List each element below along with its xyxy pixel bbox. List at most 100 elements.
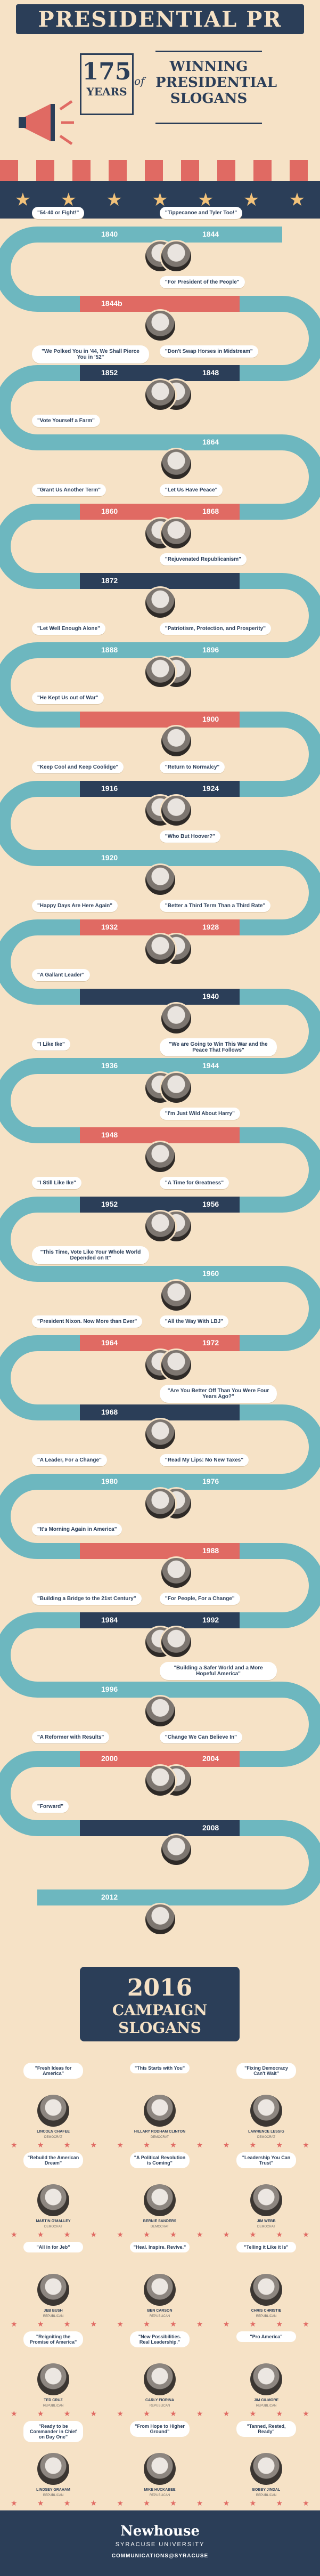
star-icon: ★ — [198, 190, 214, 210]
megaphone-icon — [19, 100, 74, 146]
slogan-quote: "For People, For a Change" — [160, 1593, 240, 1605]
president-portrait — [160, 1348, 193, 1382]
candidate-name: CARLY FIORINA — [145, 2399, 175, 2402]
candidate-slogan: "Telling it Like it Is" — [236, 2242, 296, 2252]
footer-web: COMMUNICATIONS@SYRACUSE — [111, 2553, 209, 2559]
candidate-portrait — [144, 2274, 176, 2306]
star-icon: ★ — [90, 2499, 97, 2507]
president-portrait — [144, 1210, 177, 1243]
candidate-slogan: "Rebuild the American Dream" — [23, 2152, 83, 2168]
year-label: 1932 — [101, 923, 118, 931]
star-icon: ★ — [143, 2141, 150, 2149]
star-icon: ★ — [223, 2499, 230, 2507]
slogan-quote: "I Still Like Ike" — [32, 1177, 81, 1189]
candidate-name: LINCOLN CHAFEE — [37, 2130, 70, 2134]
star-icon: ★ — [243, 190, 260, 210]
star-icon: ★ — [276, 2141, 283, 2149]
year-label: 1864 — [202, 438, 219, 446]
candidate-name: BEN CARSON — [147, 2309, 173, 2313]
president-portrait — [144, 1141, 177, 1174]
subtitle-line: SLOGANS — [170, 91, 248, 107]
years-number: 175 — [82, 58, 132, 85]
year-label: 2004 — [202, 1754, 219, 1763]
candidate-name: JIM GILMORE — [253, 2399, 279, 2402]
year-label: 1900 — [202, 715, 219, 723]
star-icon: ★ — [196, 2409, 203, 2418]
star-icon: ★ — [63, 2141, 71, 2149]
star-icon: ★ — [276, 2499, 283, 2507]
star-icon: ★ — [37, 2141, 44, 2149]
star-icon: ★ — [249, 2499, 257, 2507]
year-label: 1916 — [101, 784, 118, 793]
star-icon: ★ — [117, 2409, 124, 2418]
slogan-quote: "I'm Just Wild About Harry" — [160, 1108, 240, 1120]
president-portrait — [160, 794, 193, 827]
candidate-slogan: "Fixing Democracy Can't Wait" — [236, 2063, 296, 2079]
star-icon: ★ — [14, 190, 31, 210]
candidate-name: LAWRENCE LESSIG — [248, 2130, 284, 2134]
star-icon: ★ — [223, 2409, 230, 2418]
star-icon: ★ — [37, 2230, 44, 2239]
candidate-slogan: "This Starts with You" — [130, 2063, 190, 2073]
candidate-slogan: "Reigniting the Promise of America" — [23, 2331, 83, 2347]
star-icon: ★ — [90, 2230, 97, 2239]
star-icon: ★ — [276, 2320, 283, 2328]
candidate-portrait — [37, 2363, 69, 2395]
president-portrait — [160, 1626, 193, 1659]
star-icon: ★ — [117, 2141, 124, 2149]
slogan-quote: "Keep Cool and Keep Coolidge" — [32, 761, 124, 773]
star-icon: ★ — [117, 2320, 124, 2328]
candidate-party: REPUBLICAN — [43, 2494, 64, 2497]
candidate-slogan: "New Possibilities. Real Leadership." — [130, 2331, 190, 2347]
candidate-party: DEMOCRAT — [257, 2225, 275, 2228]
president-portrait — [160, 1071, 193, 1104]
slogan-quote: "Building a Bridge to the 21st Century" — [32, 1593, 142, 1605]
slogan-quote: "Forward" — [32, 1800, 69, 1813]
star-icon: ★ — [170, 2230, 177, 2239]
star-icon: ★ — [37, 2409, 44, 2418]
section-title-year: 2016 — [127, 1974, 193, 2001]
star-icon: ★ — [143, 2409, 150, 2418]
star-icon: ★ — [90, 2409, 97, 2418]
star-icon: ★ — [117, 2499, 124, 2507]
candidate-portrait — [250, 2363, 282, 2395]
slogan-quote: "Don't Swap Horses in Midstream" — [160, 345, 258, 358]
president-portrait — [144, 309, 177, 342]
footer-brand: Newhouse — [120, 2523, 200, 2539]
slogan-quote: "Patriotism, Protection, and Prosperity" — [160, 623, 271, 635]
candidate-slogan: "Pro America" — [236, 2331, 296, 2342]
candidate-slogan: "Ready to be Commander in Chief on Day O… — [23, 2421, 83, 2442]
president-portrait — [144, 656, 177, 689]
year-label: 1924 — [202, 784, 219, 793]
candidate-portrait — [250, 2184, 282, 2216]
star-icon: ★ — [37, 2499, 44, 2507]
star-icon: ★ — [196, 2499, 203, 2507]
slogan-quote: "Let Us Have Peace" — [160, 484, 223, 496]
star-icon: ★ — [249, 2141, 257, 2149]
star-icon: ★ — [170, 2409, 177, 2418]
slogan-quote: "This Time, Vote Like Your Whole World D… — [32, 1246, 149, 1264]
star-icon: ★ — [170, 2141, 177, 2149]
slogan-quote: "President Nixon. Now More than Ever" — [32, 1315, 143, 1328]
candidate-slogan: "Leadership You Can Trust" — [236, 2152, 296, 2168]
slogan-quote: "54-40 or Fight!" — [32, 207, 85, 219]
president-portrait — [160, 240, 193, 273]
slogan-quote: "Tippecanoe and Tyler Too!" — [160, 207, 243, 219]
candidate-party: REPUBLICAN — [149, 2315, 170, 2318]
star-icon: ★ — [90, 2141, 97, 2149]
star-icon: ★ — [249, 2320, 257, 2328]
year-label: 1988 — [202, 1546, 219, 1555]
star-icon: ★ — [11, 2230, 18, 2239]
star-icon: ★ — [223, 2320, 230, 2328]
star-icon: ★ — [11, 2141, 18, 2149]
star-icon: ★ — [276, 2230, 283, 2239]
candidate-slogan: "A Political Revolution is Coming" — [130, 2152, 190, 2168]
candidate-name: JIM WEBB — [257, 2219, 276, 2223]
year-label: 1972 — [202, 1338, 219, 1347]
slogan-quote: "Let Well Enough Alone" — [32, 623, 105, 635]
star-icon: ★ — [249, 2409, 257, 2418]
candidate-party: DEMOCRAT — [257, 2136, 275, 2139]
candidate-portrait — [144, 2363, 176, 2395]
section-title-line: SLOGANS — [118, 2019, 201, 2037]
